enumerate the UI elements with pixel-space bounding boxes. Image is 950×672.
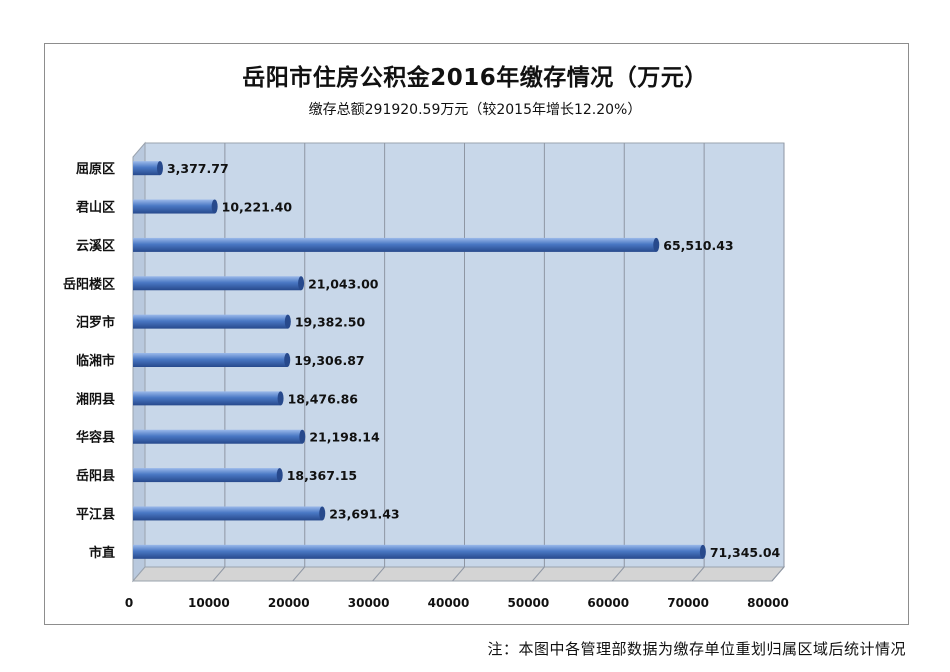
bar-end-cap bbox=[699, 544, 706, 559]
bar-end-cap bbox=[319, 506, 326, 521]
gridline-floor bbox=[691, 566, 705, 582]
gridline-floor bbox=[531, 566, 545, 582]
data-label: 21,198.14 bbox=[309, 430, 380, 445]
x-tick-label: 70000 bbox=[667, 596, 709, 610]
category-label: 湘阴县 bbox=[76, 391, 115, 407]
gridline-floor bbox=[452, 566, 465, 582]
bar-end-cap bbox=[276, 468, 283, 483]
data-label: 18,367.15 bbox=[287, 468, 357, 483]
bar-end-cap bbox=[211, 199, 218, 214]
bar bbox=[133, 314, 288, 329]
bar-end-cap bbox=[299, 429, 306, 444]
footnote: 注：本图中各管理部数据为缴存单位重划归属区域后统计情况 bbox=[487, 640, 906, 658]
data-label: 65,510.43 bbox=[663, 238, 733, 253]
data-label: 19,306.87 bbox=[294, 353, 364, 368]
bar-end-cap bbox=[156, 161, 163, 176]
gridline-floor bbox=[372, 566, 386, 582]
x-tick-label: 20000 bbox=[268, 596, 310, 610]
gridline-floor bbox=[212, 566, 226, 582]
bar-end-cap bbox=[298, 276, 305, 291]
category-label: 屈原区 bbox=[76, 162, 115, 177]
data-label: 23,691.43 bbox=[329, 506, 399, 521]
bar bbox=[133, 429, 303, 444]
gridline-floor bbox=[292, 566, 306, 582]
x-tick-label: 50000 bbox=[508, 596, 550, 610]
bar bbox=[133, 391, 281, 406]
bar-end-cap bbox=[277, 391, 284, 406]
chart-title: 岳阳市住房公积金2016年缴存情况（万元） bbox=[242, 65, 708, 91]
data-label: 21,043.00 bbox=[308, 276, 379, 291]
bar-end-cap bbox=[653, 237, 660, 252]
category-label: 平江县 bbox=[76, 506, 115, 522]
category-label: 岳阳楼区 bbox=[63, 276, 115, 292]
x-tick-label: 80000 bbox=[747, 596, 789, 610]
category-label: 云溪区 bbox=[76, 238, 115, 254]
gridline-floor bbox=[611, 566, 625, 582]
chart-subtitle: 缴存总额291920.59万元（较2015年增长12.20%） bbox=[308, 102, 642, 118]
bar bbox=[133, 506, 323, 521]
category-label: 华容县 bbox=[76, 430, 115, 446]
category-label: 君山区 bbox=[76, 200, 115, 216]
x-tick-label: 30000 bbox=[348, 596, 390, 610]
data-label: 19,382.50 bbox=[295, 315, 366, 330]
data-label: 10,221.40 bbox=[222, 200, 293, 215]
bar bbox=[133, 161, 160, 176]
bar bbox=[133, 237, 657, 252]
category-label: 临湘市 bbox=[76, 353, 115, 369]
bar bbox=[133, 544, 703, 559]
x-tick-label: 10000 bbox=[188, 596, 230, 610]
bar-end-cap bbox=[284, 353, 291, 367]
x-tick-label: 60000 bbox=[587, 596, 629, 610]
bar bbox=[133, 353, 288, 367]
gridline-floor bbox=[771, 566, 785, 582]
x-tick-label: 0 bbox=[125, 596, 133, 610]
bar-end-cap bbox=[284, 314, 291, 329]
bar bbox=[133, 199, 215, 214]
bar bbox=[133, 276, 302, 291]
category-label: 汨罗市 bbox=[76, 315, 115, 331]
category-label: 市直 bbox=[89, 545, 115, 561]
data-label: 71,345.04 bbox=[710, 545, 781, 560]
x-tick-label: 40000 bbox=[428, 596, 470, 610]
data-label: 18,476.86 bbox=[288, 391, 359, 406]
category-label: 岳阳县 bbox=[76, 469, 115, 484]
data-label: 3,377.77 bbox=[167, 161, 229, 176]
bar bbox=[133, 468, 280, 483]
